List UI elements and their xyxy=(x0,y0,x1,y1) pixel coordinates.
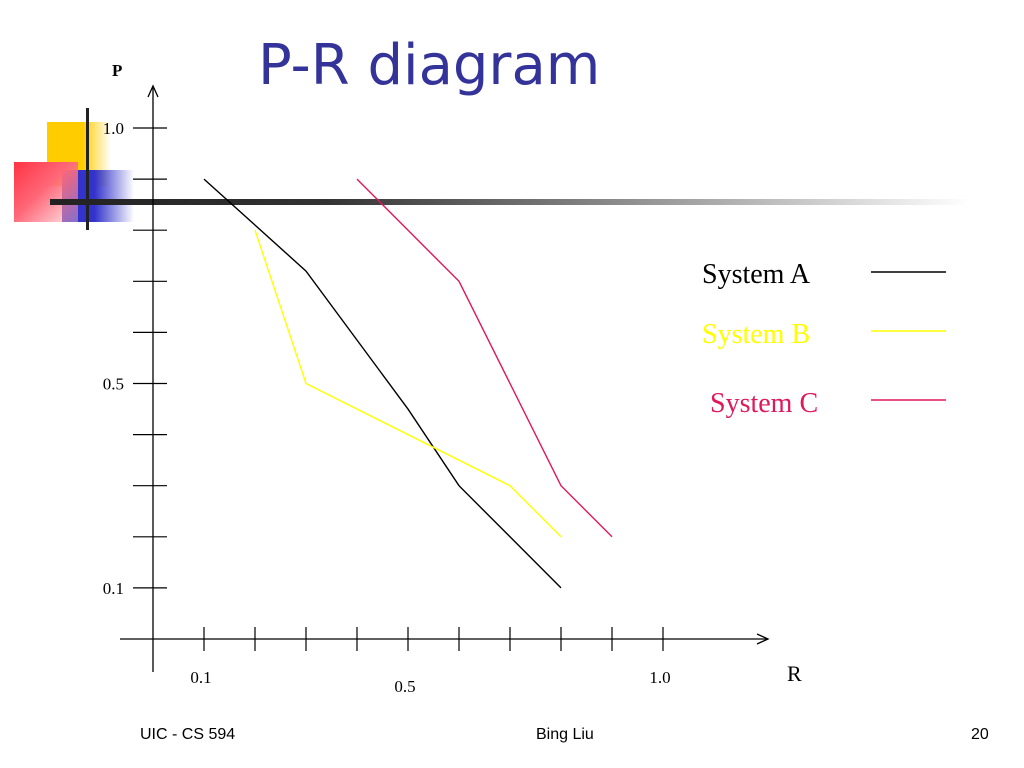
y-axis-label: P xyxy=(112,61,122,80)
decor-red-square xyxy=(14,162,78,222)
chart-series xyxy=(203,178,613,589)
legend-label-system-c: System C xyxy=(710,388,818,419)
slide-title: P-R diagram xyxy=(258,33,601,98)
y-tick-label: 0.5 xyxy=(103,375,124,394)
y-tick-label: 0.1 xyxy=(103,579,124,598)
x-tick-label: 0.5 xyxy=(394,677,415,696)
y-tick-label: 1.0 xyxy=(103,119,124,138)
legend-label-system-a: System A xyxy=(702,259,811,290)
y-axis-arrow xyxy=(147,84,159,98)
chart-legend: System A System B System C xyxy=(702,259,946,419)
series-line-system-c xyxy=(356,178,613,538)
x-tick-label: 1.0 xyxy=(649,668,670,687)
x-axis-arrow xyxy=(756,633,770,645)
footer-course: UIC - CS 594 xyxy=(140,726,236,743)
footer-page-number: 20 xyxy=(971,726,989,743)
decor-horizontal-rule xyxy=(50,199,970,205)
footer-author: Bing Liu xyxy=(536,726,594,743)
decor-vertical-bar xyxy=(86,108,89,230)
chart-axes: 1.0 0.5 0.1 0.1 0.5 1.0 P R xyxy=(103,61,802,696)
x-tick-label: 0.1 xyxy=(190,668,211,687)
series-line-system-b xyxy=(254,229,562,538)
legend-label-system-b: System B xyxy=(702,319,810,350)
series-line-system-a xyxy=(203,178,562,589)
x-axis-label: R xyxy=(787,661,802,686)
